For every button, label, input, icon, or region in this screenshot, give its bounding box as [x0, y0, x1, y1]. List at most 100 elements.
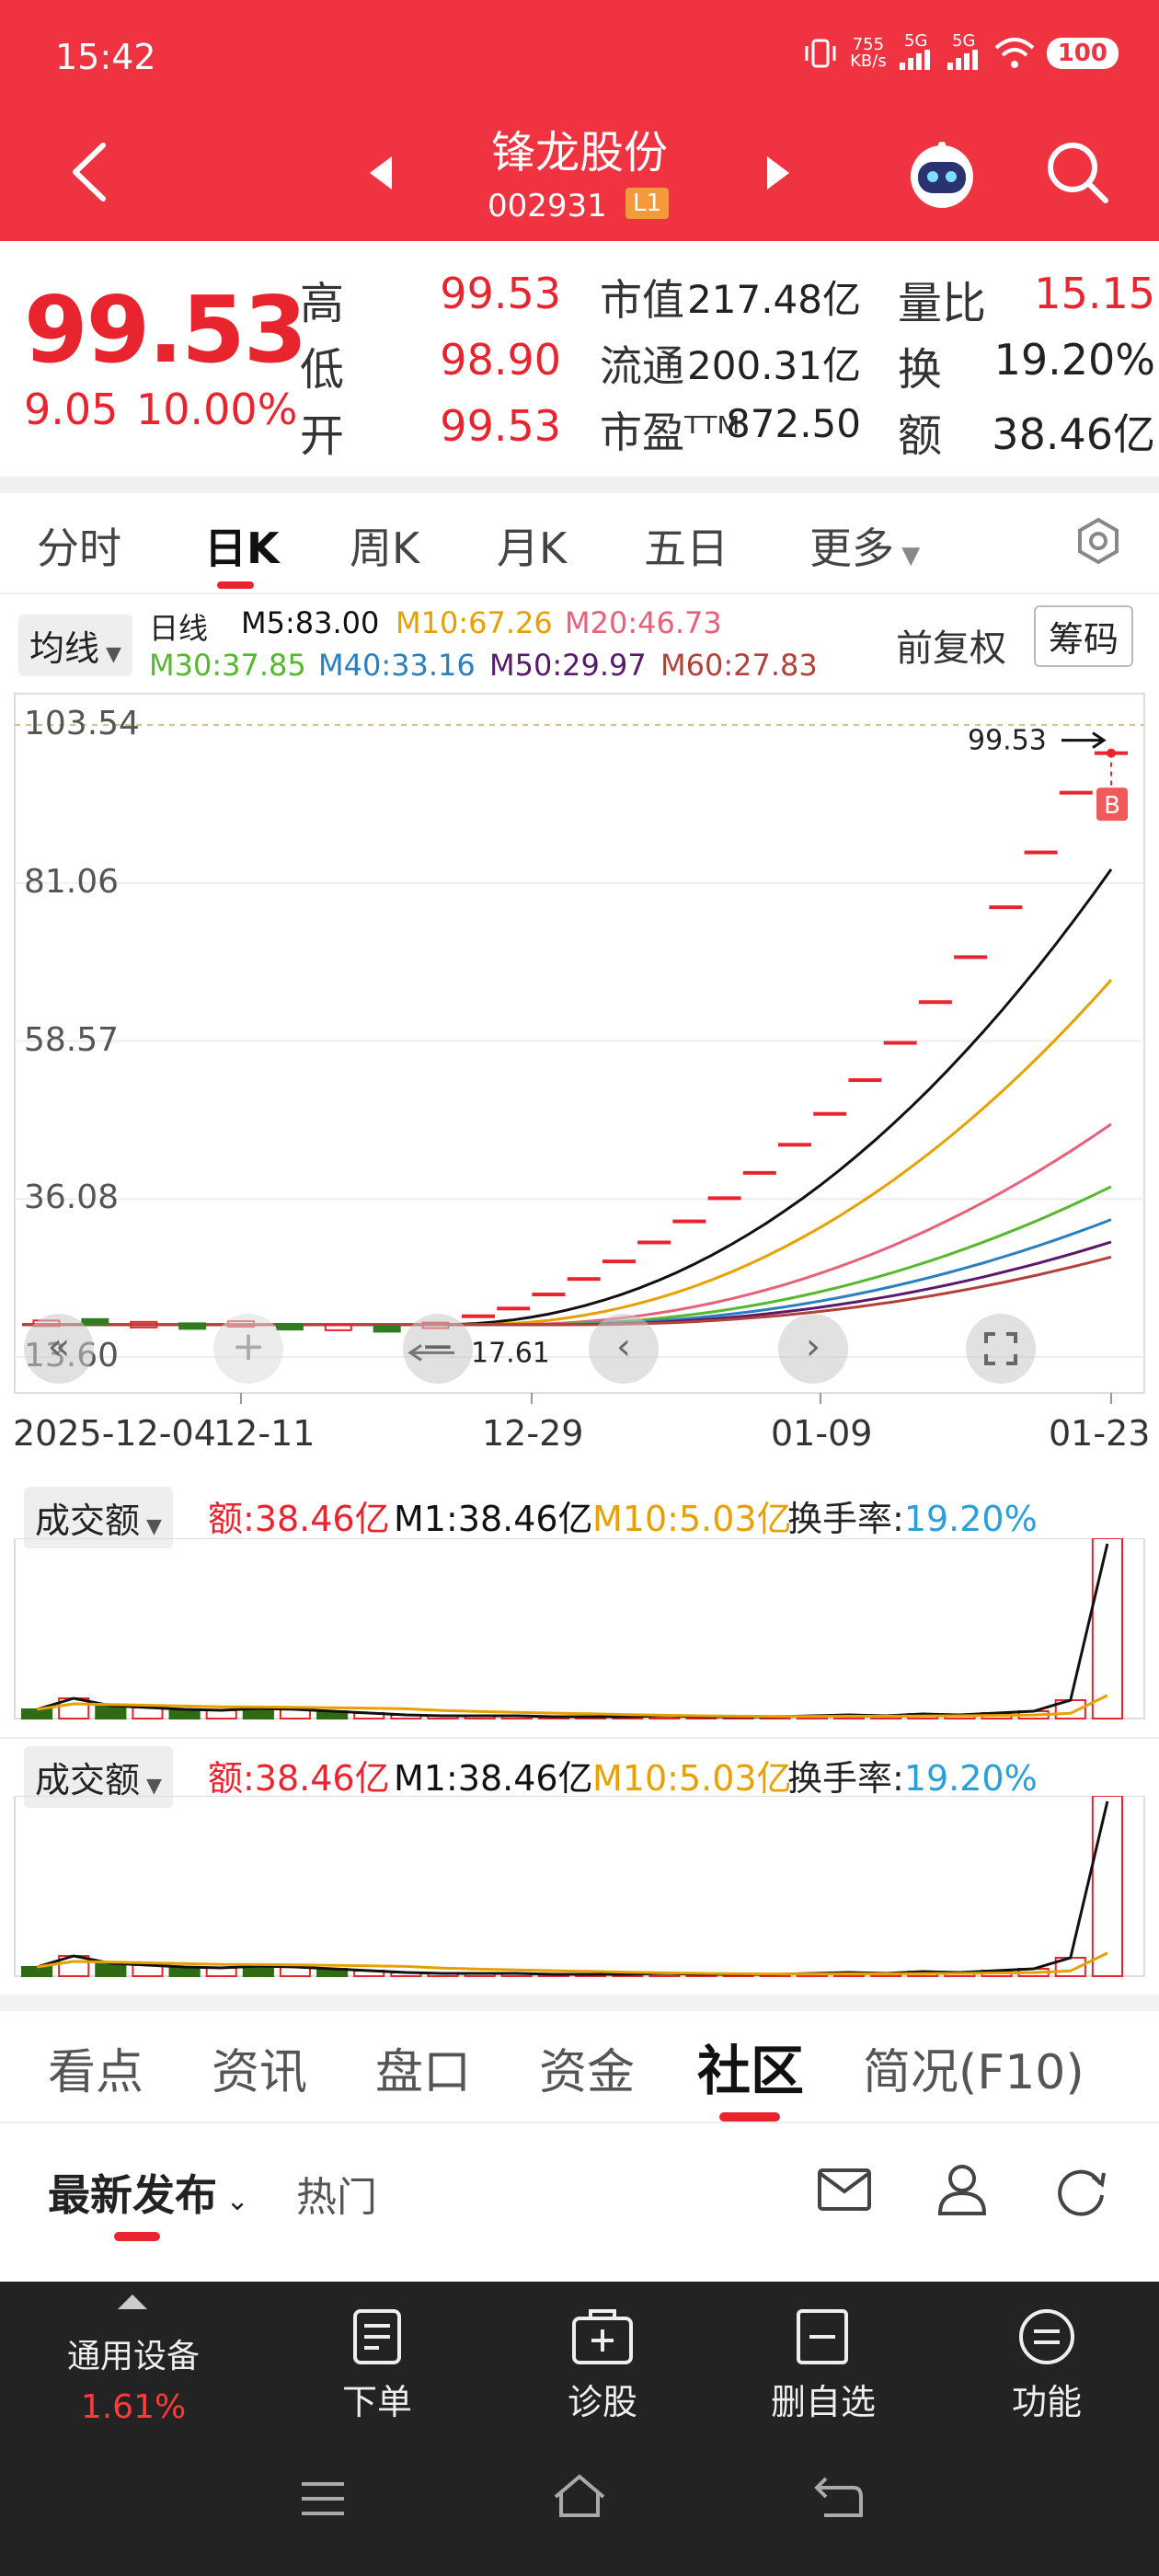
ma50-value: M50:29.97: [489, 648, 647, 683]
high-value: 99.53: [440, 269, 561, 318]
settings-icon[interactable]: [1074, 517, 1122, 565]
candle: [742, 1170, 776, 1175]
pe-value: 872.50: [726, 401, 861, 446]
candle: [918, 1000, 952, 1005]
volume-frame: [14, 1796, 1145, 1977]
volume-bar: [95, 1962, 127, 1977]
candle: [602, 1259, 636, 1264]
scroll-left-fast-button[interactable]: «: [24, 1314, 94, 1384]
volume-bar: [1091, 1538, 1124, 1719]
volume-chart-2[interactable]: [0, 1796, 1159, 1980]
indicator-select[interactable]: 均线 ▼: [18, 615, 132, 676]
divider: [0, 1995, 1159, 2011]
period-label: 日线: [149, 611, 209, 646]
candle: [373, 1325, 401, 1333]
app-header: 15:42 755 KB/s 5G 5G 100 锋龙股份 002931 L1: [0, 0, 1159, 241]
robot-assistant-icon[interactable]: [905, 140, 979, 210]
zoom-out-button[interactable]: −: [403, 1314, 473, 1384]
high-label: 高: [300, 278, 345, 329]
status-time: 15:42: [55, 37, 156, 77]
prev-stock-icon[interactable]: [366, 155, 394, 191]
filter-hot[interactable]: 热门: [296, 2174, 377, 2221]
home-icon[interactable]: [552, 2473, 607, 2519]
tab-more[interactable]: 更多 ▼: [809, 523, 921, 573]
tab-five-day[interactable]: 五日: [644, 523, 729, 573]
battery-indicator: 100: [1046, 38, 1119, 69]
bottom-toolbar: 通用设备 1.61% 下单 诊股 删自选 功能: [0, 2282, 1159, 2576]
volume-bar: [21, 1966, 53, 1977]
function-icon[interactable]: [1017, 2307, 1076, 2366]
amount-label: 额: [898, 410, 943, 462]
vibrate-icon: [805, 39, 836, 68]
tab-f10[interactable]: 简况(F10): [863, 2045, 1084, 2100]
candle: [672, 1219, 706, 1224]
candle: [178, 1322, 207, 1330]
y-axis-label: 36.08: [24, 1179, 120, 1217]
volume-indicator-select-2[interactable]: 成交额 ▼: [24, 1746, 173, 1808]
level-badge: L1: [625, 188, 670, 219]
adjust-mode[interactable]: 前复权: [896, 627, 1006, 670]
next-stock-icon[interactable]: [765, 155, 793, 191]
ma10-value: M10:67.26: [396, 605, 553, 640]
arrow-right-icon: [1061, 731, 1107, 749]
ma5-value: M5:83.00: [241, 605, 380, 640]
tab-intraday[interactable]: 分时: [37, 523, 121, 573]
turnover-value: 19.20%: [993, 335, 1155, 385]
turnover-label: 换: [898, 344, 943, 396]
order-button[interactable]: 下单: [341, 2382, 412, 2422]
back-icon[interactable]: [66, 140, 112, 204]
filter-latest[interactable]: 最新发布 ⌄: [48, 2170, 249, 2220]
tab-weekly-k[interactable]: 周K: [350, 523, 420, 573]
sector-change: 1.61%: [80, 2388, 187, 2426]
buy-marker-dot: [1107, 748, 1116, 758]
kline-chart[interactable]: 99.53 B 17.61: [0, 690, 1159, 1408]
volume-bar: [21, 1708, 53, 1719]
remove-watchlist-icon[interactable]: [795, 2307, 850, 2366]
search-icon[interactable]: [1043, 138, 1111, 206]
volume-chart[interactable]: [0, 1538, 1159, 1722]
system-back-icon[interactable]: [813, 2475, 865, 2519]
y-axis-label: 103.54: [24, 705, 140, 742]
scroll-left-button[interactable]: ‹: [589, 1314, 659, 1384]
message-icon[interactable]: [817, 2168, 872, 2212]
tab-highlights[interactable]: 看点: [48, 2045, 144, 2100]
candle: [1024, 850, 1058, 855]
volume-m1-2: M1:38.46亿: [394, 1758, 593, 1799]
scroll-right-button[interactable]: ›: [778, 1314, 848, 1384]
sector-name[interactable]: 通用设备: [66, 2338, 200, 2375]
candle: [130, 1320, 158, 1328]
candle: [275, 1323, 304, 1331]
open-label: 开: [300, 410, 345, 462]
stock-name: 锋龙股份: [490, 127, 668, 178]
candle: [81, 1317, 109, 1326]
date-tick: 2025-12-04: [13, 1413, 216, 1454]
tab-monthly-k[interactable]: 月K: [497, 523, 568, 573]
refresh-icon[interactable]: [1054, 2164, 1107, 2217]
low-label: 低: [300, 344, 345, 396]
min-price-label: 17.61: [471, 1337, 550, 1369]
stock-code: 002931: [488, 188, 607, 224]
zoom-in-button[interactable]: +: [213, 1314, 283, 1384]
ma40-value: M40:33.16: [318, 648, 476, 683]
tab-daily-k[interactable]: 日K: [204, 523, 280, 573]
volume-frame: [14, 1538, 1145, 1719]
function-button[interactable]: 功能: [1011, 2382, 1082, 2422]
tab-community[interactable]: 社区: [697, 2040, 805, 2102]
remove-watchlist-button[interactable]: 删自选: [770, 2382, 876, 2422]
tab-indicator: [719, 2112, 780, 2122]
diagnose-button[interactable]: 诊股: [567, 2382, 637, 2422]
tab-news[interactable]: 资讯: [212, 2045, 308, 2100]
net-speed: 755 KB/s: [850, 35, 887, 71]
expand-up-icon[interactable]: [116, 2293, 149, 2311]
volume-m10: M10:5.03亿: [592, 1499, 792, 1539]
order-icon[interactable]: [348, 2307, 407, 2366]
diagnose-icon[interactable]: [570, 2307, 635, 2366]
user-icon[interactable]: [936, 2162, 988, 2215]
fullscreen-icon[interactable]: [966, 1314, 1036, 1384]
chips-button[interactable]: 筹码: [1034, 605, 1134, 667]
tab-orderbook[interactable]: 盘口: [375, 2045, 472, 2100]
tab-funds[interactable]: 资金: [539, 2045, 636, 2100]
ma60-value: M60:27.83: [660, 648, 818, 683]
menu-icon[interactable]: [300, 2480, 346, 2517]
filter-indicator: [114, 2232, 160, 2241]
